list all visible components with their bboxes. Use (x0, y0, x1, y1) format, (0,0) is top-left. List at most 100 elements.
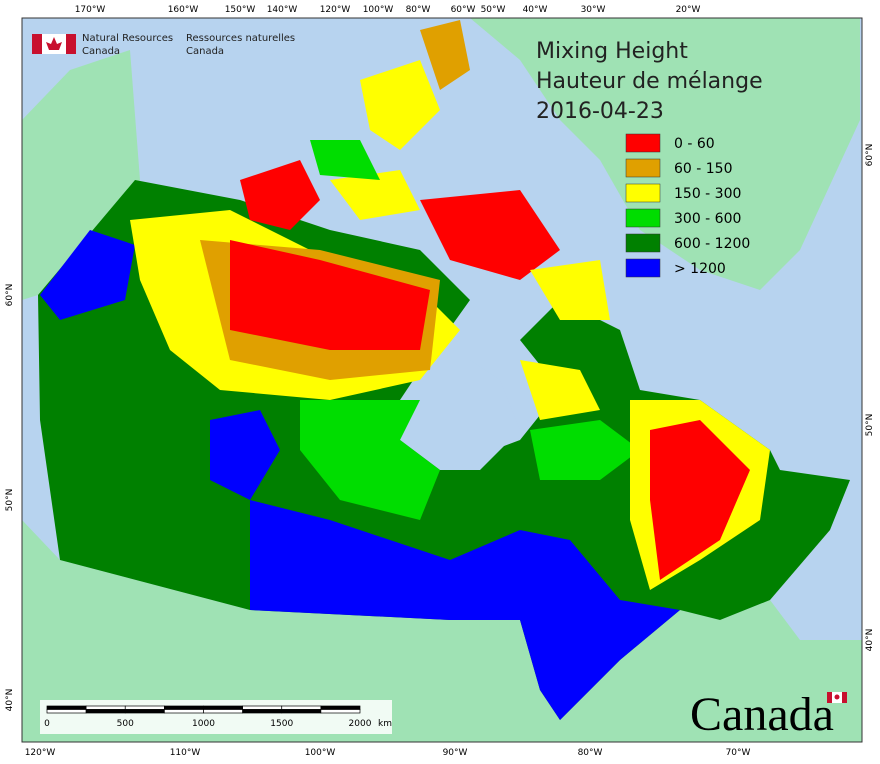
lat-label-right: 60°N (865, 144, 875, 167)
lon-label-top: 20°W (676, 5, 701, 15)
lon-label-bottom: 90°W (443, 748, 468, 758)
mid-mix-b (530, 420, 640, 480)
scale-segment (85, 709, 126, 714)
scale-segment (46, 705, 87, 710)
low-mix-red (230, 240, 430, 350)
org-en: Natural Resources (82, 33, 173, 44)
lon-label-top: 120°W (320, 5, 351, 15)
arctic-island-1 (240, 160, 320, 230)
lon-label-top: 60°W (451, 5, 476, 15)
lon-label-top: 40°W (523, 5, 548, 15)
frame-border (21, 17, 863, 743)
lon-label-top: 140°W (267, 5, 298, 15)
lon-label-top: 100°W (363, 5, 394, 15)
flag-bar-left (32, 34, 42, 54)
legend-label: 60 - 150 (674, 161, 733, 177)
scale-segment (281, 709, 322, 714)
scale-label: 1000 (192, 719, 215, 729)
scale-segment (203, 705, 243, 710)
wordmark: Canada (690, 688, 847, 741)
graticule-labels: 170°W 160°W 150°W 140°W 120°W 100°W 80°W 60°W 50… (5, 5, 875, 758)
legend-swatch (625, 258, 661, 278)
wordmark-leaf (834, 694, 840, 700)
lon-label-top: 160°W (168, 5, 199, 15)
scale-segment (164, 709, 204, 714)
scale-bar: 0 500 1000 1500 2000 km (40, 700, 392, 734)
high-mix-south (250, 500, 680, 720)
wordmark-flag (842, 692, 847, 703)
flag-leaf (46, 37, 62, 50)
high-mix-west (40, 230, 135, 320)
header: Natural Resources Canada Ressources natu… (32, 33, 295, 57)
lat-label-left: 50°N (5, 489, 15, 512)
scale-label: 2000 (349, 719, 372, 729)
arctic-island-2 (420, 190, 560, 280)
scale-segment (124, 709, 165, 714)
lon-label-bottom: 110°W (170, 748, 201, 758)
title: Hauteur de mélange (536, 69, 763, 94)
legend-label: 0 - 60 (674, 136, 715, 152)
scale-segment (281, 705, 322, 710)
wordmark-flag (827, 692, 832, 703)
hudson-bay (400, 360, 520, 470)
lon-label-bottom: 100°W (305, 748, 336, 758)
scale-label: 500 (117, 719, 134, 729)
arctic-island-6 (310, 140, 380, 180)
lat-label-right: 50°N (865, 414, 875, 437)
arctic-island-4 (360, 60, 440, 150)
scale-segment (320, 705, 361, 710)
legend-swatch (625, 133, 661, 153)
baffin-yellow (530, 260, 610, 320)
east-red (650, 420, 750, 580)
scale-segment (124, 705, 165, 710)
lat-label-right: 40°N (865, 629, 875, 652)
lon-label-top: 30°W (581, 5, 606, 15)
lon-label-top: 170°W (75, 5, 106, 15)
org-en: Canada (82, 46, 120, 57)
legend-label: 300 - 600 (674, 211, 741, 227)
flag-bar-right (66, 34, 76, 54)
scale-unit: km (378, 719, 392, 729)
legend-swatch (625, 233, 661, 253)
ungava-yellow (520, 360, 600, 420)
high-mix-central (210, 410, 280, 500)
org-fr: Ressources naturelles (186, 33, 295, 44)
arctic-island-5 (420, 20, 470, 90)
lon-label-top: 80°W (406, 5, 431, 15)
arctic-island-3 (330, 170, 420, 220)
scale-bg (40, 700, 392, 734)
wordmark-text: Canada (690, 688, 834, 741)
lon-label-bottom: 80°W (578, 748, 603, 758)
lon-label-top: 50°W (481, 5, 506, 15)
legend-swatch (625, 158, 661, 178)
title: 2016-04-23 (536, 99, 664, 124)
legend-label: 150 - 300 (674, 186, 741, 202)
scale-label: 0 (44, 719, 50, 729)
greenland (470, 18, 860, 290)
scale-segment (85, 705, 126, 710)
legend-swatch (625, 208, 661, 228)
scale-segment (320, 709, 361, 714)
scale-segment (164, 705, 204, 710)
mid-mix-a (300, 400, 440, 520)
legend-label: 600 - 1200 (674, 236, 750, 252)
usa (22, 520, 862, 742)
lat-label-left: 60°N (5, 284, 15, 307)
legend-label: > 1200 (674, 261, 726, 277)
scale-segment (46, 709, 87, 714)
scale-segment (242, 705, 283, 710)
lon-label-bottom: 70°W (726, 748, 751, 758)
lon-label-bottom: 120°W (25, 748, 56, 758)
scale-segment (203, 709, 243, 714)
legend: 0 - 60 60 - 150 150 - 300 300 - 600 600 - 12… (625, 133, 750, 278)
lat-label-left: 40°N (5, 689, 15, 712)
scale-label: 1500 (270, 719, 293, 729)
scale-segment (242, 709, 283, 714)
legend-swatch (625, 183, 661, 203)
title: Mixing Height (536, 39, 688, 64)
lon-label-top: 150°W (225, 5, 256, 15)
alaska (22, 50, 140, 300)
map-frame (21, 17, 863, 743)
org-fr: Canada (186, 46, 224, 57)
